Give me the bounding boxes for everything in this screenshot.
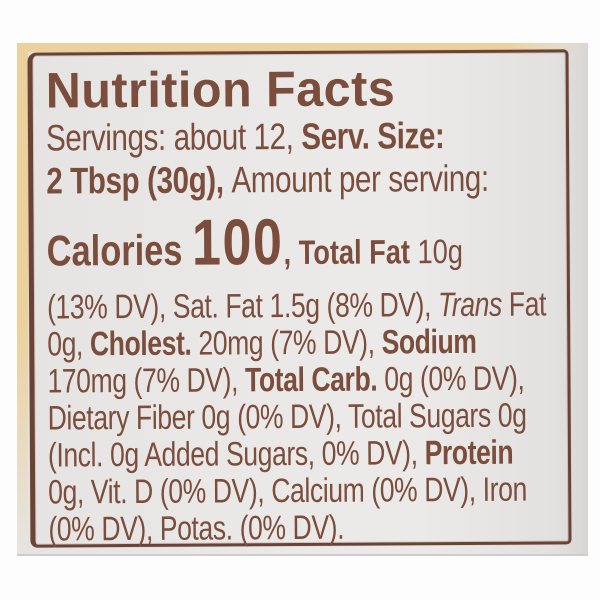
amount-per-serving-label: Amount per serving: xyxy=(231,157,489,201)
carb-line: 170mg (7% DV), Total Carb. 0g (0% DV), xyxy=(47,360,524,401)
fiber-sugars-text: Dietary Fiber 0g (0% DV), Total Sugars 0… xyxy=(47,396,527,438)
calories-comma: , xyxy=(283,234,299,273)
total-carb-value: 0g (0% DV), xyxy=(384,359,525,399)
serving-size-value: 2 Tbsp (30g), xyxy=(46,159,232,202)
serving-size-label: Serv. Size: xyxy=(301,115,445,157)
sodium-value: 170mg (7% DV), xyxy=(47,361,246,401)
calories-label: Calories xyxy=(46,226,193,276)
total-fat-value: 10g xyxy=(417,233,464,272)
nutrition-label-content: Nutrition Facts Servings: about 12, Serv… xyxy=(45,60,566,549)
trans-fat-word: Fat xyxy=(501,285,547,324)
potassium-line: (0% DV), Potas. (0% DV). xyxy=(48,508,451,549)
jar-rim-left xyxy=(17,43,28,554)
fiber-line: Dietary Fiber 0g (0% DV), Total Sugars 0… xyxy=(48,397,527,438)
jar-label-surface: Nutrition Facts Servings: about 12, Serv… xyxy=(17,43,588,554)
total-carb-label: Total Carb. xyxy=(244,360,385,400)
vitamins-line: 0g, Vit. D (0% DV), Calcium (0% DV), Iro… xyxy=(48,471,527,512)
cholesterol-value: 20mg (7% DV), xyxy=(198,323,382,363)
nutrition-facts-title: Nutrition Facts xyxy=(45,60,396,119)
sodium-label: Sodium xyxy=(381,322,477,362)
vitamins-text: 0g, Vit. D (0% DV), Calcium (0% DV), Iro… xyxy=(48,470,527,512)
servings-line: Servings: about 12, Serv. Size: xyxy=(46,114,460,160)
cholesterol-line: 0g, Cholest. 20mg (7% DV), Sodium xyxy=(47,323,476,364)
trans-fat-value: 0g, xyxy=(47,325,91,364)
added-sugars-line: (Incl. 0g Added Sugars, 0% DV), Protein xyxy=(47,434,514,475)
trans-word: Trans xyxy=(437,285,503,325)
added-sugars-text: (Incl. 0g Added Sugars, 0% DV), xyxy=(47,434,425,475)
servings-count: Servings: about 12, xyxy=(45,115,302,159)
cholesterol-label: Cholest. xyxy=(89,324,199,364)
calories-value: 100 xyxy=(191,205,284,279)
sat-fat-text: (13% DV), Sat. Fat 1.5g (8% DV), xyxy=(46,286,439,327)
calories-line: Calories 100, Total Fat 10g xyxy=(46,205,464,290)
serving-size-line: 2 Tbsp (30g), Amount per serving: xyxy=(46,157,489,203)
jar-rim-top xyxy=(17,43,588,52)
nutrition-label: Nutrition Facts Servings: about 12, Serv… xyxy=(27,49,572,549)
potassium-text: (0% DV), Potas. (0% DV). xyxy=(48,508,345,549)
fat-detail-line: (13% DV), Sat. Fat 1.5g (8% DV), Trans F… xyxy=(46,285,546,327)
protein-label: Protein xyxy=(424,433,514,473)
total-fat-label: Total Fat xyxy=(298,233,418,273)
